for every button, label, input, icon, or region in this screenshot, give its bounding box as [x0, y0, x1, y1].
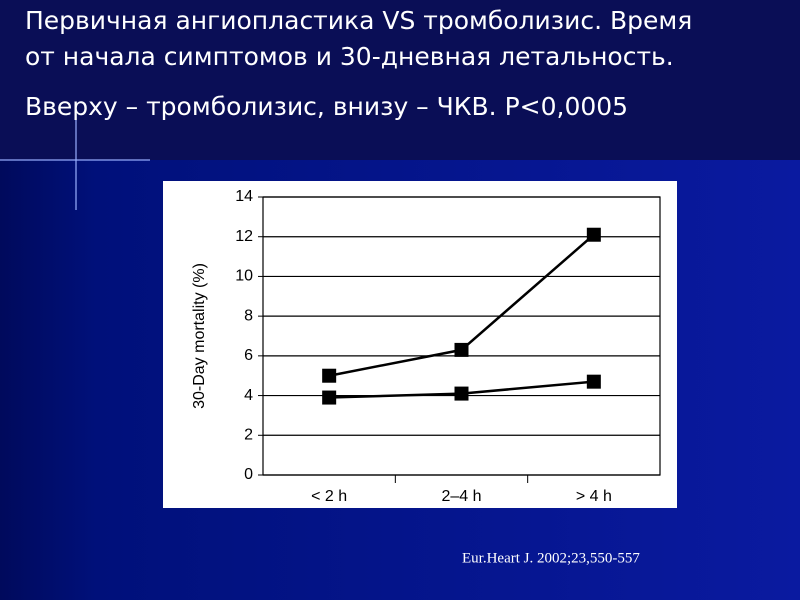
chart: 0 2 4 6 8 10 12 14 < 2 h 2–4 h > 4 h 30-Day mortali… — [191, 188, 661, 505]
heading: от начала симптомов и 30-дневная летальн… — [25, 42, 674, 71]
point-marker — [586, 227, 601, 242]
y-tick-label: 0 — [244, 466, 253, 483]
x-tick-label: < 2 h — [311, 488, 347, 505]
point-marker — [586, 374, 601, 389]
y-tick-label: 12 — [235, 228, 253, 245]
y-tick-label: 2 — [244, 427, 253, 444]
plot-frame — [262, 196, 661, 476]
point-marker — [454, 386, 469, 401]
y-tick-label: 4 — [244, 387, 253, 404]
heading: Вверху – тромболизис, внизу – ЧКВ. Р<0,0… — [25, 92, 628, 121]
x-tick-label: 2–4 h — [441, 488, 481, 505]
y-axis-label: 30-Day mortality (%) — [191, 263, 208, 409]
source: Eur.Heart J. 2002;23,550-557 — [462, 550, 640, 566]
y-tick-label: 8 — [244, 307, 253, 324]
x-tick-label: > 4 h — [576, 488, 612, 505]
point-marker — [322, 368, 337, 383]
point-marker — [454, 342, 469, 357]
y-tick-label: 14 — [235, 188, 253, 205]
heading: Первичная ангиопластика VS тромболизис. … — [25, 6, 692, 35]
y-tick-label: 10 — [235, 268, 253, 285]
point-marker — [322, 390, 337, 405]
header-band — [0, 0, 800, 160]
y-tick-label: 6 — [244, 347, 253, 364]
